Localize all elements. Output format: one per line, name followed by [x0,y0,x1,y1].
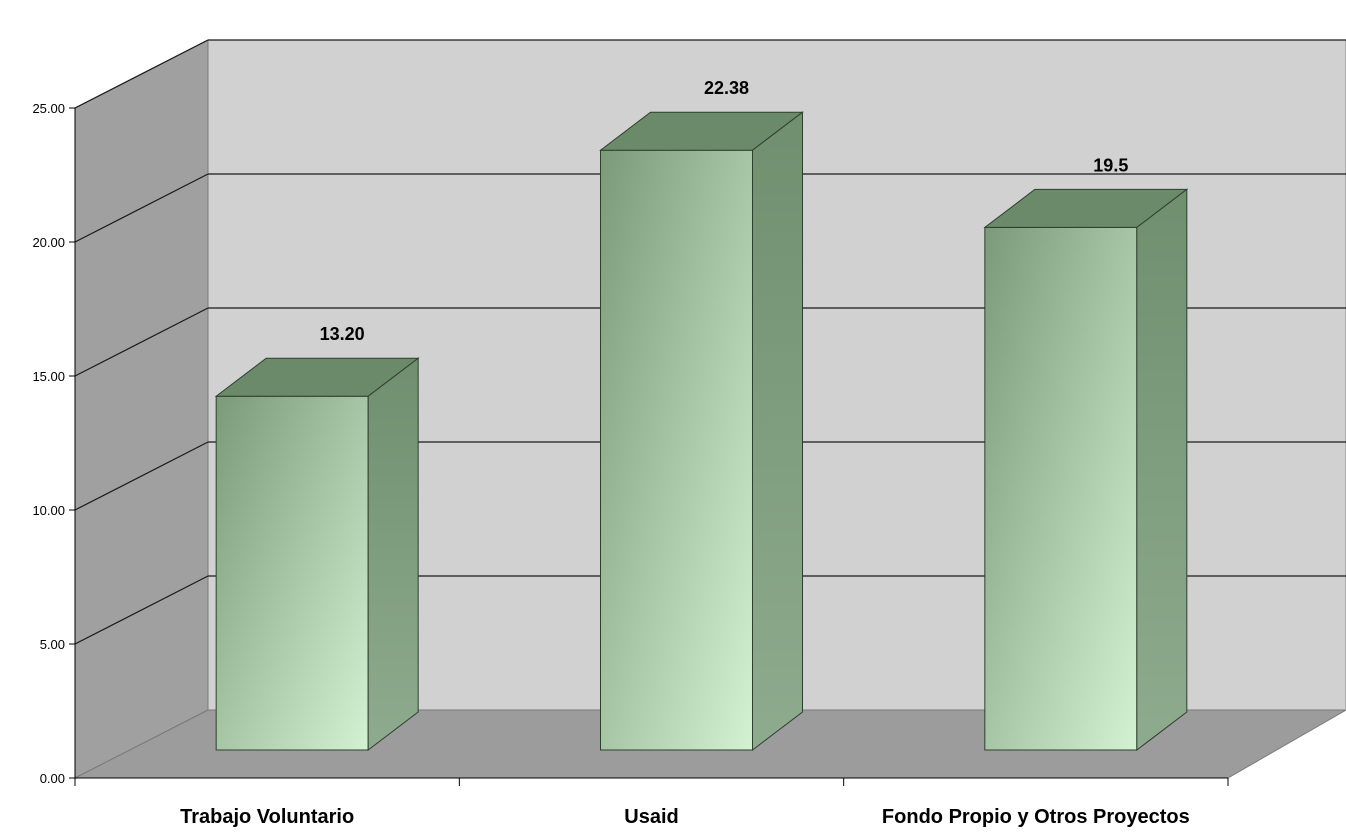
data-label: 13.20 [320,324,365,344]
side-wall [74,39,209,779]
labels: 13.20 Trabajo Voluntario 22.38 Usaid 19.5 Fon… [180,78,1190,828]
bar-front [600,149,753,751]
bar-side [1136,188,1188,752]
y-tick-label: 10.00 [32,503,65,518]
y-tick-label: 5.00 [40,637,65,652]
gridline-side [74,575,209,645]
gridline-side [74,307,209,377]
gridline-side [74,39,209,109]
bar-front [215,395,369,751]
y-tick-label: 15.00 [32,369,65,384]
bar-front [984,226,1138,751]
bar-side [367,357,419,752]
y-tick-label: 25.00 [32,101,65,116]
y-tick-label: 20.00 [32,235,65,250]
x-category-label: Fondo Propio y Otros Proyectos [882,806,1190,828]
gridline-side [74,441,209,511]
x-category-label: Usaid [624,806,678,828]
bars [214,111,1189,752]
gridline-side [74,173,209,243]
y-tick-label: 0.00 [40,771,65,786]
data-label: 22.38 [704,78,749,98]
data-label: 19.5 [1093,155,1128,175]
bar-side [752,111,803,752]
axes: 0.00 5.00 10.00 15.00 20.00 25.00 [32,101,1229,786]
x-category-label: Trabajo Voluntario [180,806,354,828]
